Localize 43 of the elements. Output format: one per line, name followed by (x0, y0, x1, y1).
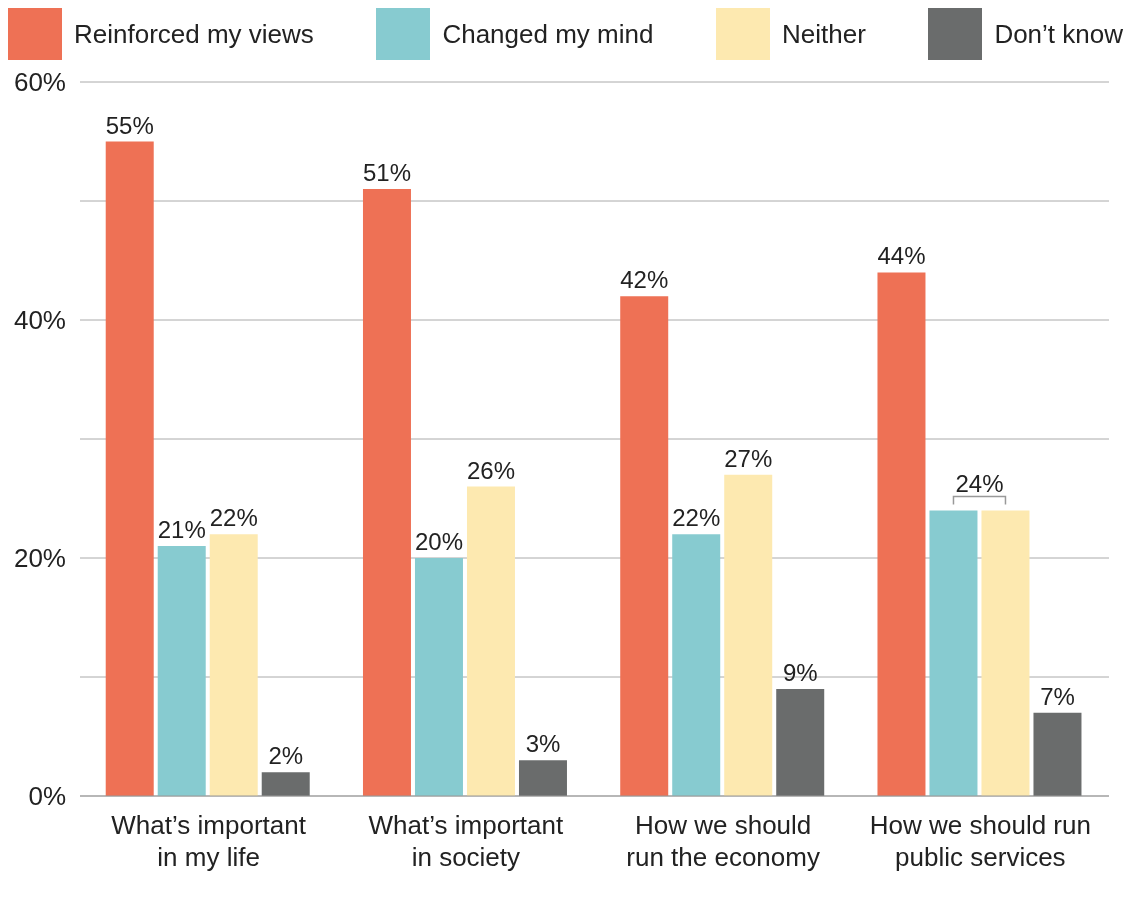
bar (105, 141, 154, 796)
data-label: 26% (466, 456, 515, 484)
bar (877, 272, 926, 796)
x-tick-label: How we should run the economy (626, 810, 820, 872)
bar (518, 760, 567, 796)
data-label: 7% (1040, 682, 1075, 710)
data-label: 22% (672, 504, 721, 532)
legend-label: Changed my mind (442, 18, 654, 50)
bar (414, 558, 463, 796)
data-label: 22% (209, 504, 258, 532)
data-label: 51% (362, 159, 411, 187)
legend-label: Reinforced my views (74, 18, 314, 50)
bar (724, 474, 773, 796)
bar (362, 189, 411, 796)
bar (261, 772, 310, 796)
x-tick-label: What’s important in my life (111, 810, 307, 872)
bar (672, 534, 721, 796)
y-tick-label: 60% (13, 67, 66, 97)
x-tick-label: What’s important in society (368, 810, 564, 872)
bar (620, 296, 669, 796)
bar (776, 688, 825, 796)
bar (466, 486, 515, 796)
legend-label: Neither (781, 18, 866, 50)
y-tick-label: 0% (28, 781, 66, 811)
bar (929, 510, 978, 796)
data-label: 9% (782, 658, 818, 686)
y-tick-label: 20% (13, 543, 66, 573)
data-label: 21% (157, 516, 206, 544)
y-tick-label: 40% (13, 305, 66, 335)
data-label: 42% (620, 266, 669, 294)
data-label: 44% (877, 242, 926, 270)
bar (1033, 712, 1082, 796)
data-label: 2% (268, 742, 304, 770)
data-label: 3% (525, 730, 561, 758)
data-label: 24% (955, 470, 1004, 498)
data-label: 20% (414, 528, 463, 555)
data-label: 55% (105, 111, 154, 139)
bar (209, 534, 258, 796)
x-tick-label: How we should run public services (869, 810, 1091, 872)
bar (981, 510, 1030, 796)
data-label: 27% (724, 444, 773, 472)
legend-label: Don’t know (994, 18, 1123, 50)
bar (157, 546, 206, 796)
